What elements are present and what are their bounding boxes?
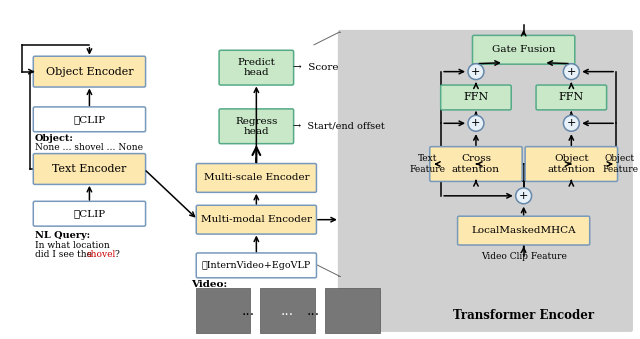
Text: FFN: FFN	[559, 93, 584, 102]
FancyBboxPatch shape	[525, 147, 618, 181]
FancyBboxPatch shape	[441, 85, 511, 110]
Text: ✷CLIP: ✷CLIP	[74, 209, 106, 218]
Text: ...: ...	[307, 304, 319, 318]
FancyBboxPatch shape	[338, 30, 633, 332]
Text: Object
Feature: Object Feature	[602, 154, 638, 174]
Text: ?: ?	[115, 251, 119, 259]
Text: NL Query:: NL Query:	[35, 231, 90, 240]
Text: +: +	[519, 191, 529, 201]
FancyBboxPatch shape	[536, 85, 607, 110]
FancyBboxPatch shape	[33, 56, 145, 87]
FancyBboxPatch shape	[219, 50, 294, 85]
FancyBboxPatch shape	[33, 201, 145, 226]
FancyBboxPatch shape	[33, 154, 145, 184]
Circle shape	[563, 115, 579, 131]
FancyBboxPatch shape	[472, 35, 575, 64]
Text: None … shovel … None: None … shovel … None	[35, 143, 143, 152]
Text: In what location: In what location	[35, 241, 109, 250]
FancyBboxPatch shape	[260, 288, 315, 333]
Text: did I see the: did I see the	[35, 251, 95, 259]
FancyBboxPatch shape	[219, 109, 294, 144]
FancyBboxPatch shape	[196, 253, 316, 278]
Circle shape	[468, 64, 484, 80]
Text: Video Clip Feature: Video Clip Feature	[481, 252, 566, 261]
FancyBboxPatch shape	[196, 288, 250, 333]
Text: shovel: shovel	[86, 251, 116, 259]
Text: Regress
head: Regress head	[235, 117, 278, 136]
FancyBboxPatch shape	[33, 107, 145, 132]
Text: Object:: Object:	[35, 134, 74, 143]
Circle shape	[468, 115, 484, 131]
Text: +: +	[471, 118, 481, 128]
Text: LocalMaskedMHCA: LocalMaskedMHCA	[471, 226, 576, 235]
Text: Video:: Video:	[191, 280, 227, 289]
Text: Object
attention: Object attention	[547, 154, 595, 174]
Circle shape	[516, 188, 532, 204]
Text: Cross
attention: Cross attention	[452, 154, 500, 174]
Text: ✷InternVideo+EgoVLP: ✷InternVideo+EgoVLP	[202, 261, 311, 270]
Text: ✷CLIP: ✷CLIP	[74, 115, 106, 124]
Text: +: +	[566, 118, 576, 128]
FancyBboxPatch shape	[196, 205, 316, 234]
Text: Multi-modal Encoder: Multi-modal Encoder	[201, 215, 312, 224]
Text: ...: ...	[280, 304, 294, 318]
Text: Text Encoder: Text Encoder	[52, 164, 127, 174]
Text: →  Score: → Score	[293, 63, 339, 72]
FancyBboxPatch shape	[325, 288, 380, 333]
Text: Text
Feature: Text Feature	[409, 154, 445, 174]
FancyBboxPatch shape	[429, 147, 522, 181]
Text: ...: ...	[242, 304, 255, 318]
Text: →  Start/end offset: → Start/end offset	[293, 122, 385, 131]
Text: FFN: FFN	[463, 93, 488, 102]
FancyBboxPatch shape	[196, 163, 316, 192]
Text: Gate Fusion: Gate Fusion	[492, 45, 556, 54]
Text: +: +	[471, 67, 481, 77]
Text: Multi-scale Encoder: Multi-scale Encoder	[204, 174, 309, 182]
Circle shape	[563, 64, 579, 80]
Text: Transformer Encoder: Transformer Encoder	[453, 309, 594, 322]
Text: Predict
head: Predict head	[237, 58, 275, 77]
FancyBboxPatch shape	[458, 216, 589, 245]
Text: +: +	[566, 67, 576, 77]
Text: Object Encoder: Object Encoder	[45, 67, 133, 77]
